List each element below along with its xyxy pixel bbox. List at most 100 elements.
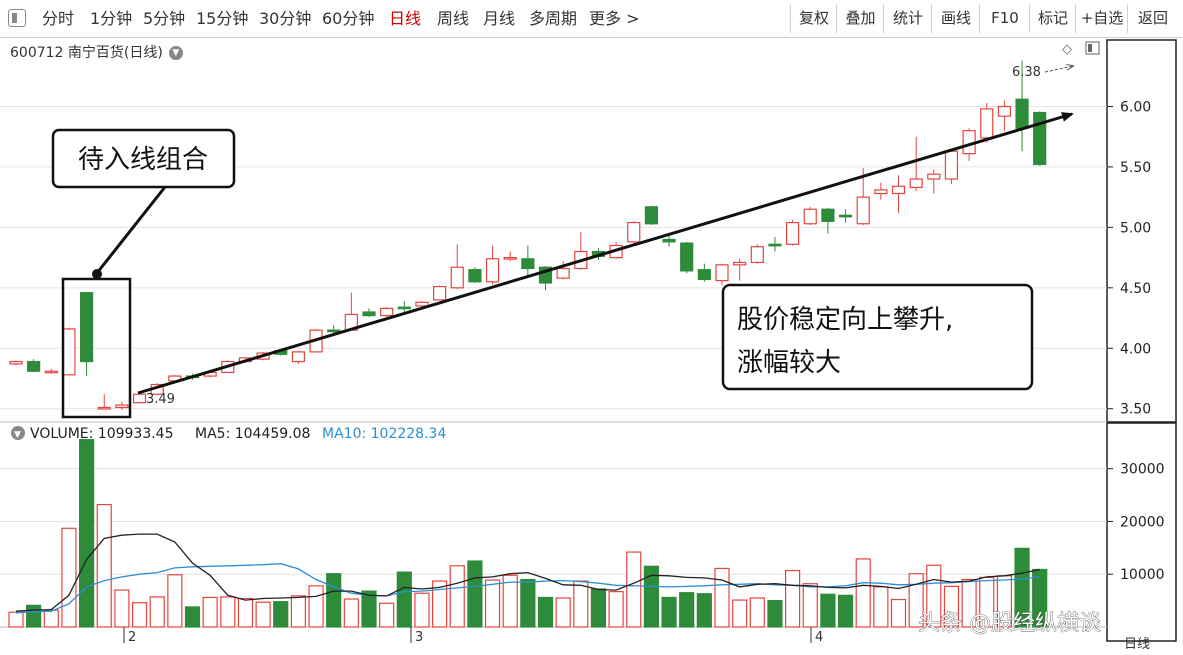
period-tab-monthly[interactable]: 月线	[483, 9, 516, 28]
add-watchlist-button[interactable]: +自选	[1075, 4, 1128, 33]
volume-bar	[802, 583, 818, 628]
candle-body	[891, 185, 906, 195]
volume-bar	[326, 573, 342, 628]
volume-bar	[8, 611, 24, 628]
draw-line-button[interactable]: 画线	[931, 4, 980, 33]
stock-title: 600712 南宁百货(日线) ▼	[10, 42, 183, 62]
candle-body	[327, 329, 341, 333]
f10-button[interactable]: F10	[979, 4, 1030, 33]
chevron-down-icon[interactable]: ▼	[168, 46, 183, 60]
volume-bar	[608, 591, 624, 628]
period-tab-15min[interactable]: 15分钟	[196, 9, 249, 28]
volume-bar	[414, 592, 430, 628]
candle-body	[397, 306, 411, 310]
period-tab-5min[interactable]: 5分钟	[143, 9, 186, 28]
callout-pointer-dot	[92, 269, 102, 279]
volume-bar	[537, 596, 554, 628]
volume-bar	[520, 578, 536, 628]
candle-body	[856, 196, 870, 225]
candle-body	[697, 269, 711, 280]
volume-ticks: 30000 20000 10000	[1107, 462, 1165, 583]
ma5-label: MA5: 104459.08	[195, 426, 310, 442]
volume-bar	[96, 503, 112, 628]
price-ticks: 6.00 5.50 5.00 4.50 4.00 3.50	[1107, 99, 1151, 418]
volume-bar	[467, 560, 483, 628]
period-tab-more[interactable]: 更多 >	[589, 9, 640, 28]
volume-bar	[1032, 568, 1048, 628]
candle-body	[503, 256, 517, 260]
overlay-button[interactable]: 叠加	[836, 4, 884, 33]
volume-bar	[273, 601, 289, 628]
price-tick-label: 4.00	[1120, 341, 1151, 357]
layout-icon[interactable]	[1085, 41, 1100, 55]
candle-body	[485, 258, 500, 283]
statistics-button[interactable]: 统计	[883, 4, 932, 33]
volume-tick-label: 10000	[1120, 567, 1165, 583]
candle-body	[468, 269, 482, 283]
volume-bar	[573, 580, 589, 628]
volume-bar	[661, 596, 677, 628]
candle-body	[821, 208, 835, 222]
candle-body	[115, 404, 129, 409]
volume-bar	[873, 586, 889, 628]
period-tab-time-sharing[interactable]: 分时	[42, 9, 75, 28]
volume-bars	[8, 439, 1048, 628]
period-tab-60min[interactable]: 60分钟	[322, 9, 375, 28]
volume-bar	[626, 551, 642, 628]
candle-body	[362, 311, 376, 317]
date-label-3: 4	[815, 630, 823, 645]
volume-bar	[555, 597, 571, 628]
callout-left-box	[51, 128, 236, 189]
price-tick-label: 4.50	[1120, 281, 1151, 297]
volume-bar	[432, 580, 448, 628]
period-tab-30min[interactable]: 30分钟	[259, 9, 312, 28]
volume-bar	[784, 569, 801, 628]
candle-body	[644, 206, 659, 225]
candle-body	[79, 292, 94, 363]
period-tab-1min[interactable]: 1分钟	[90, 9, 133, 28]
candle-body	[380, 307, 394, 317]
volume-bar	[484, 579, 501, 628]
diamond-icon[interactable]: ◇	[1062, 42, 1072, 57]
volume-bar	[696, 593, 712, 628]
date-label-2: 3	[415, 630, 423, 645]
candle-body	[927, 173, 941, 180]
volume-menu-icon-glyph: ▼	[14, 430, 21, 440]
ma10-label: MA10: 102228.34	[322, 426, 446, 442]
candle-body	[768, 243, 782, 247]
stock-title-text: 600712 南宁百货(日线)	[10, 45, 163, 61]
volume-bar	[714, 567, 730, 628]
pattern-highlight-box	[61, 277, 132, 419]
volume-bar	[749, 597, 765, 628]
candle-body	[27, 360, 41, 372]
candle-body	[415, 301, 429, 307]
volume-bar	[167, 574, 183, 628]
volume-menu-icon[interactable]	[11, 426, 25, 440]
candle-body	[44, 370, 58, 374]
volume-grid	[0, 468, 1107, 575]
candle-body	[980, 108, 994, 139]
ma5-line	[15, 533, 1040, 612]
adjust-button[interactable]: 复权	[790, 4, 837, 33]
volume-bar	[943, 585, 960, 628]
volume-bar	[114, 589, 130, 628]
mark-button[interactable]: 标记	[1029, 4, 1076, 33]
panel-toggle-icon[interactable]	[8, 9, 26, 27]
candle-body	[662, 238, 676, 243]
candle-body	[521, 258, 535, 270]
volume-bar	[1014, 547, 1030, 628]
callout-right-line2: 涨幅较大	[737, 348, 841, 378]
period-tab-weekly[interactable]: 周线	[437, 9, 470, 28]
volume-bar	[26, 604, 42, 628]
period-tab-daily[interactable]: 日线	[389, 9, 422, 28]
volume-bar	[502, 574, 518, 628]
candle-body	[556, 267, 570, 279]
price-tick-label: 6.00	[1120, 99, 1151, 115]
volume-bar	[78, 439, 95, 628]
candle-body	[450, 266, 464, 289]
back-button[interactable]: 返回	[1127, 4, 1178, 33]
candle-body	[785, 221, 800, 245]
period-tab-multi[interactable]: 多周期	[529, 9, 578, 28]
ma10-line	[15, 563, 1040, 614]
